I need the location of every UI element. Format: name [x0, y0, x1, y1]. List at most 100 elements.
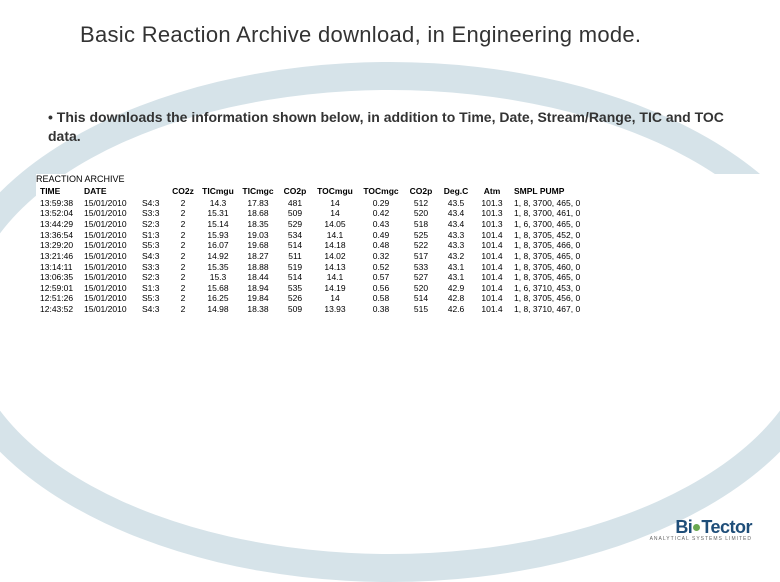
table-cell: S1:3 [138, 283, 168, 294]
page-title: Basic Reaction Archive download, in Engi… [80, 22, 780, 48]
table-cell: 16.07 [198, 240, 238, 251]
table-cell: 2 [168, 251, 198, 262]
table-cell: 19.03 [238, 230, 278, 241]
table-cell: 520 [404, 208, 438, 219]
table-cell: 520 [404, 283, 438, 294]
table-cell: 42.8 [438, 293, 474, 304]
table-cell: 2 [168, 293, 198, 304]
table-cell: 1, 6, 3710, 453, 0 [510, 283, 592, 294]
table-cell: 13:06:35 [36, 272, 80, 283]
table-cell: 14.19 [312, 283, 358, 294]
table-cell: S5:3 [138, 240, 168, 251]
table-row: 13:36:5415/01/2010S1:3215.9319.0353414.1… [36, 230, 592, 241]
table-row: 13:29:2015/01/2010S5:3216.0719.6851414.1… [36, 240, 592, 251]
table-cell: 2 [168, 283, 198, 294]
table-cell: 529 [278, 219, 312, 230]
table-cell: 101.4 [474, 272, 510, 283]
table-cell: 16.25 [198, 293, 238, 304]
table-cell: 13:14:11 [36, 262, 80, 273]
table-cell: S1:3 [138, 230, 168, 241]
table-cell: 18.68 [238, 208, 278, 219]
table-cell: 42.9 [438, 283, 474, 294]
table-cell: 15.14 [198, 219, 238, 230]
table-cell: 1, 8, 3705, 465, 0 [510, 272, 592, 283]
logo-text-b: Tector [701, 517, 752, 537]
table-cell: 15.3 [198, 272, 238, 283]
table-cell: 14.02 [312, 251, 358, 262]
table-cell: 18.38 [238, 304, 278, 315]
table-cell: 18.94 [238, 283, 278, 294]
table-cell: 1, 8, 3705, 466, 0 [510, 240, 592, 251]
table-cell: 518 [404, 219, 438, 230]
table-cell: S2:3 [138, 219, 168, 230]
table-cell: 14.98 [198, 304, 238, 315]
table-cell: 18.27 [238, 251, 278, 262]
table-cell: 1, 6, 3700, 465, 0 [510, 219, 592, 230]
table-cell: 18.88 [238, 262, 278, 273]
biotector-logo: Bi Tector ANALYTICAL SYSTEMS LIMITED [650, 517, 752, 542]
col-time: TIME [36, 186, 80, 198]
table-cell: 43.4 [438, 208, 474, 219]
table-cell: 0.43 [358, 219, 404, 230]
table-cell: 527 [404, 272, 438, 283]
table-cell: 43.1 [438, 262, 474, 273]
table-cell: 15.68 [198, 283, 238, 294]
table-cell: 15.35 [198, 262, 238, 273]
table-cell: 0.49 [358, 230, 404, 241]
table-cell: 14.18 [312, 240, 358, 251]
table-cell: 519 [278, 262, 312, 273]
table-cell: 1, 8, 3705, 456, 0 [510, 293, 592, 304]
table-cell: 101.4 [474, 230, 510, 241]
table-row: 13:21:4615/01/2010S4:3214.9218.2751114.0… [36, 251, 592, 262]
col-tocmgc: TOCmgc [358, 186, 404, 198]
table-cell: 481 [278, 198, 312, 209]
table-cell: S3:3 [138, 208, 168, 219]
table-cell: 514 [278, 240, 312, 251]
table-cell: 15/01/2010 [80, 208, 138, 219]
archive-label: REACTION ARCHIVE [36, 174, 780, 184]
table-cell: 12:51:26 [36, 293, 80, 304]
table-cell: 509 [278, 208, 312, 219]
col-stream [138, 186, 168, 198]
table-cell: 1, 8, 3705, 460, 0 [510, 262, 592, 273]
table-cell: 43.4 [438, 219, 474, 230]
table-cell: 14.05 [312, 219, 358, 230]
table-cell: 13:21:46 [36, 251, 80, 262]
table-cell: 512 [404, 198, 438, 209]
table-cell: 18.44 [238, 272, 278, 283]
archive-table-container: REACTION ARCHIVE TIME DATE CO2z TICmgu T… [36, 174, 780, 315]
table-header-row: TIME DATE CO2z TICmgu TICmgc CO2p TOCmgu… [36, 186, 592, 198]
table-cell: 533 [404, 262, 438, 273]
table-cell: 0.56 [358, 283, 404, 294]
table-cell: 2 [168, 219, 198, 230]
table-cell: 2 [168, 230, 198, 241]
logo-text-a: Bi [675, 517, 692, 537]
table-cell: 101.4 [474, 293, 510, 304]
table-cell: S4:3 [138, 198, 168, 209]
table-cell: 13.93 [312, 304, 358, 315]
col-tocmgu: TOCmgu [312, 186, 358, 198]
table-cell: 101.4 [474, 262, 510, 273]
col-date: DATE [80, 186, 138, 198]
table-cell: 1, 8, 3710, 467, 0 [510, 304, 592, 315]
table-cell: 535 [278, 283, 312, 294]
table-cell: 511 [278, 251, 312, 262]
table-cell: 15/01/2010 [80, 240, 138, 251]
table-cell: 534 [278, 230, 312, 241]
table-cell: 101.3 [474, 219, 510, 230]
table-cell: 43.3 [438, 230, 474, 241]
table-cell: 522 [404, 240, 438, 251]
table-row: 13:52:0415/01/2010S3:3215.3118.68509140.… [36, 208, 592, 219]
logo-subtitle: ANALYTICAL SYSTEMS LIMITED [650, 536, 752, 542]
table-cell: 14 [312, 198, 358, 209]
table-cell: 19.84 [238, 293, 278, 304]
table-cell: 14.3 [198, 198, 238, 209]
table-cell: 43.3 [438, 240, 474, 251]
table-cell: 0.32 [358, 251, 404, 262]
table-cell: 14.92 [198, 251, 238, 262]
table-row: 12:59:0115/01/2010S1:3215.6818.9453514.1… [36, 283, 592, 294]
table-cell: 101.3 [474, 208, 510, 219]
table-row: 13:06:3515/01/2010S2:3215.318.4451414.10… [36, 272, 592, 283]
table-cell: 2 [168, 208, 198, 219]
table-cell: 0.38 [358, 304, 404, 315]
